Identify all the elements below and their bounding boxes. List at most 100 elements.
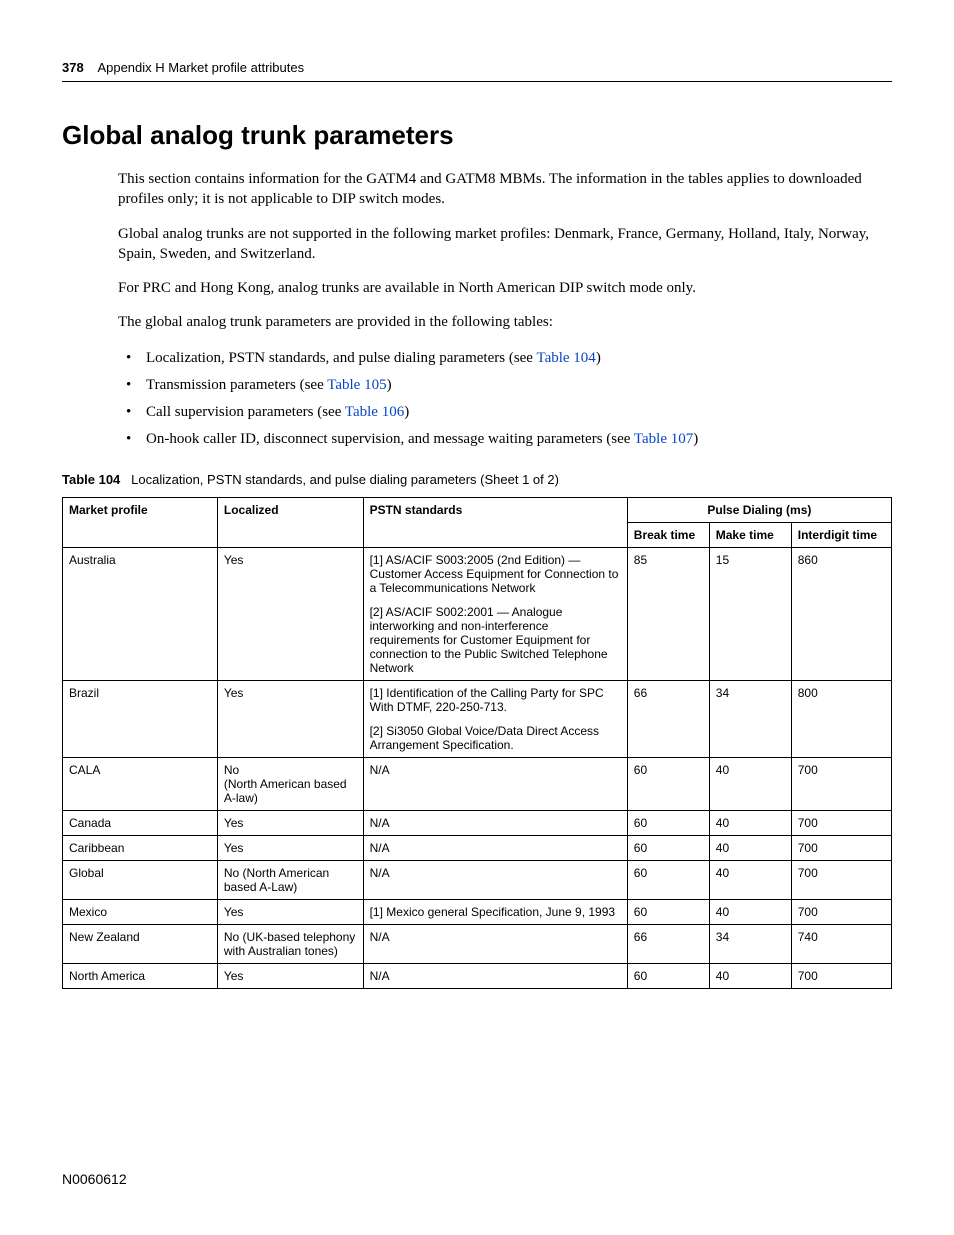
cell-make-time: 40 bbox=[709, 860, 791, 899]
cell-interdigit-time: 700 bbox=[791, 899, 891, 924]
cell-break-time: 66 bbox=[627, 680, 709, 757]
cell-break-time: 85 bbox=[627, 547, 709, 680]
table-104-link[interactable]: Table 104 bbox=[536, 350, 595, 366]
col-header-localized: Localized bbox=[217, 497, 363, 547]
col-header-interdigit-time: Interdigit time bbox=[791, 522, 891, 547]
cell-make-time: 40 bbox=[709, 757, 791, 810]
cell-pstn-standards: N/A bbox=[363, 924, 627, 963]
cell-interdigit-time: 700 bbox=[791, 835, 891, 860]
cell-localized: No (North American based A-Law) bbox=[217, 860, 363, 899]
cell-make-time: 40 bbox=[709, 963, 791, 988]
paragraph: For PRC and Hong Kong, analog trunks are… bbox=[118, 278, 892, 298]
cell-pstn-standards: N/A bbox=[363, 963, 627, 988]
list-item-text: ) bbox=[596, 350, 601, 366]
cell-break-time: 60 bbox=[627, 899, 709, 924]
cell-interdigit-time: 700 bbox=[791, 860, 891, 899]
cell-localized: Yes bbox=[217, 547, 363, 680]
cell-interdigit-time: 700 bbox=[791, 757, 891, 810]
list-item-text: ) bbox=[693, 431, 698, 447]
cell-localized: Yes bbox=[217, 835, 363, 860]
cell-make-time: 34 bbox=[709, 680, 791, 757]
cell-interdigit-time: 740 bbox=[791, 924, 891, 963]
cell-break-time: 60 bbox=[627, 860, 709, 899]
table-row: Market profile Localized PSTN standards … bbox=[63, 497, 892, 522]
table-row: GlobalNo (North American based A-Law)N/A… bbox=[63, 860, 892, 899]
paragraph: This section contains information for th… bbox=[118, 169, 892, 210]
table-row: CALANo (North American based A-law)N/A60… bbox=[63, 757, 892, 810]
appendix-label: Appendix H Market profile attributes bbox=[97, 60, 304, 75]
cell-make-time: 40 bbox=[709, 810, 791, 835]
cell-break-time: 60 bbox=[627, 757, 709, 810]
table-caption-text: Localization, PSTN standards, and pulse … bbox=[131, 472, 559, 487]
cell-break-time: 60 bbox=[627, 963, 709, 988]
table-107-link[interactable]: Table 107 bbox=[634, 431, 693, 447]
cell-market-profile: Australia bbox=[63, 547, 218, 680]
cell-market-profile: Brazil bbox=[63, 680, 218, 757]
col-header-break-time: Break time bbox=[627, 522, 709, 547]
cell-localized: Yes bbox=[217, 963, 363, 988]
list-item: Call supervision parameters (see Table 1… bbox=[118, 401, 892, 424]
table-caption: Table 104 Localization, PSTN standards, … bbox=[62, 472, 892, 487]
cell-interdigit-time: 860 bbox=[791, 547, 891, 680]
list-item: Transmission parameters (see Table 105) bbox=[118, 374, 892, 397]
table-row: BrazilYes[1] Identification of the Calli… bbox=[63, 680, 892, 757]
parameters-table: Market profile Localized PSTN standards … bbox=[62, 497, 892, 989]
table-row: New ZealandNo (UK-based telephony with A… bbox=[63, 924, 892, 963]
running-header: 378 Appendix H Market profile attributes bbox=[62, 60, 892, 82]
cell-make-time: 34 bbox=[709, 924, 791, 963]
cell-pstn-standards: [1] Identification of the Calling Party … bbox=[363, 680, 627, 757]
table-row: North AmericaYesN/A6040700 bbox=[63, 963, 892, 988]
cell-localized: No (UK-based telephony with Australian t… bbox=[217, 924, 363, 963]
table-105-link[interactable]: Table 105 bbox=[327, 377, 386, 393]
cell-pstn-standards: N/A bbox=[363, 835, 627, 860]
cell-pstn-standards: N/A bbox=[363, 860, 627, 899]
list-item-text: ) bbox=[404, 404, 409, 420]
cell-interdigit-time: 800 bbox=[791, 680, 891, 757]
list-item: On-hook caller ID, disconnect supervisio… bbox=[118, 428, 892, 451]
list-item-text: Localization, PSTN standards, and pulse … bbox=[146, 350, 536, 366]
col-group-pulse-dialing: Pulse Dialing (ms) bbox=[627, 497, 891, 522]
cell-make-time: 15 bbox=[709, 547, 791, 680]
table-106-link[interactable]: Table 106 bbox=[345, 404, 404, 420]
paragraph: Global analog trunks are not supported i… bbox=[118, 224, 892, 265]
table-body: AustraliaYes[1] AS/ACIF S003:2005 (2nd E… bbox=[63, 547, 892, 988]
cell-make-time: 40 bbox=[709, 899, 791, 924]
list-item-text: Transmission parameters (see bbox=[146, 377, 327, 393]
cell-market-profile: Caribbean bbox=[63, 835, 218, 860]
cell-market-profile: CALA bbox=[63, 757, 218, 810]
cell-market-profile: Global bbox=[63, 860, 218, 899]
cell-market-profile: Canada bbox=[63, 810, 218, 835]
section-title: Global analog trunk parameters bbox=[62, 120, 892, 151]
cell-pstn-standards: [1] AS/ACIF S003:2005 (2nd Edition) — Cu… bbox=[363, 547, 627, 680]
col-header-pstn: PSTN standards bbox=[363, 497, 627, 547]
cell-localized: Yes bbox=[217, 810, 363, 835]
list-item-text: Call supervision parameters (see bbox=[146, 404, 345, 420]
page: 378 Appendix H Market profile attributes… bbox=[0, 0, 954, 1235]
cell-localized: No (North American based A-law) bbox=[217, 757, 363, 810]
cell-break-time: 66 bbox=[627, 924, 709, 963]
paragraph: The global analog trunk parameters are p… bbox=[118, 312, 892, 332]
cell-pstn-standards: [1] Mexico general Specification, June 9… bbox=[363, 899, 627, 924]
table-row: MexicoYes[1] Mexico general Specificatio… bbox=[63, 899, 892, 924]
table-row: CaribbeanYesN/A6040700 bbox=[63, 835, 892, 860]
cell-pstn-standards: N/A bbox=[363, 810, 627, 835]
list-item: Localization, PSTN standards, and pulse … bbox=[118, 347, 892, 370]
cell-break-time: 60 bbox=[627, 835, 709, 860]
cell-localized: Yes bbox=[217, 680, 363, 757]
cell-interdigit-time: 700 bbox=[791, 810, 891, 835]
document-id: N0060612 bbox=[62, 1171, 127, 1187]
cell-break-time: 60 bbox=[627, 810, 709, 835]
table-head: Market profile Localized PSTN standards … bbox=[63, 497, 892, 547]
table-row: AustraliaYes[1] AS/ACIF S003:2005 (2nd E… bbox=[63, 547, 892, 680]
cell-market-profile: Mexico bbox=[63, 899, 218, 924]
page-number: 378 bbox=[62, 60, 84, 75]
cell-interdigit-time: 700 bbox=[791, 963, 891, 988]
cell-pstn-standards: N/A bbox=[363, 757, 627, 810]
list-item-text: ) bbox=[387, 377, 392, 393]
cell-market-profile: North America bbox=[63, 963, 218, 988]
table-row: CanadaYesN/A6040700 bbox=[63, 810, 892, 835]
cell-market-profile: New Zealand bbox=[63, 924, 218, 963]
cell-localized: Yes bbox=[217, 899, 363, 924]
cell-make-time: 40 bbox=[709, 835, 791, 860]
col-header-make-time: Make time bbox=[709, 522, 791, 547]
